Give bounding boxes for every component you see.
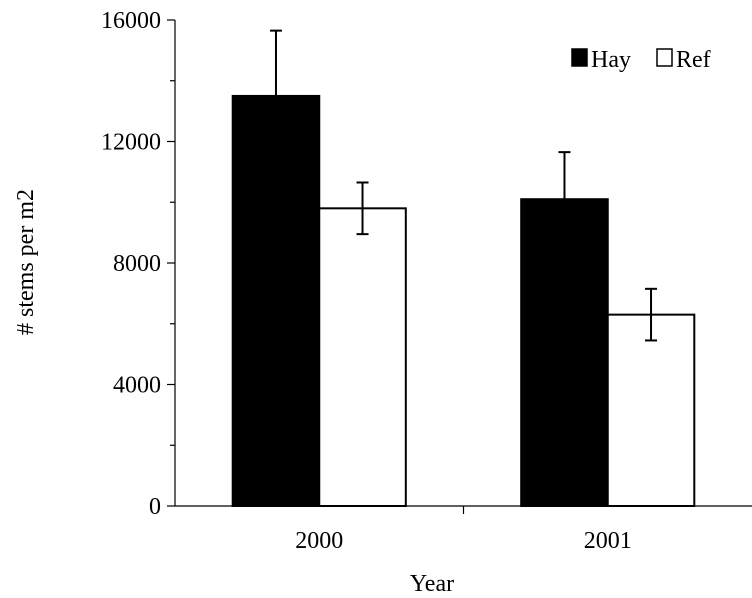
bars: [231, 94, 696, 508]
legend: Hay Ref: [571, 47, 711, 73]
error-bar-ref-2001: [645, 287, 658, 342]
error-bar-hay-2001: [558, 151, 571, 248]
x-tick-label: 2001: [584, 528, 632, 554]
y-tick-label: 4000: [113, 373, 161, 399]
legend-label: Ref: [676, 47, 711, 73]
legend-item-ref: Ref: [656, 47, 711, 73]
bar-ref-2000: [318, 207, 407, 507]
error-bar-ref-2000: [356, 181, 369, 236]
error-bar-hay-2000: [269, 29, 282, 163]
x-axis: 2000 2001: [175, 505, 752, 554]
legend-swatch: [656, 48, 673, 67]
legend-label: Hay: [591, 47, 631, 73]
y-axis: 0 4000 8000 12000 16000: [101, 8, 176, 520]
y-tick-label: 0: [149, 494, 161, 520]
bar-ref-2001: [606, 313, 696, 508]
bar-hay-2000: [231, 94, 321, 507]
y-tick-label: 8000: [113, 251, 161, 277]
y-tick-label: 16000: [101, 8, 161, 34]
legend-swatch: [571, 48, 588, 67]
x-axis-title: Year: [410, 571, 454, 597]
x-tick-label: 2000: [295, 528, 343, 554]
y-axis-title: # stems per m2: [13, 189, 39, 335]
legend-item-hay: Hay: [571, 47, 631, 73]
error-bars: [269, 29, 658, 342]
y-tick-label: 12000: [101, 130, 161, 156]
